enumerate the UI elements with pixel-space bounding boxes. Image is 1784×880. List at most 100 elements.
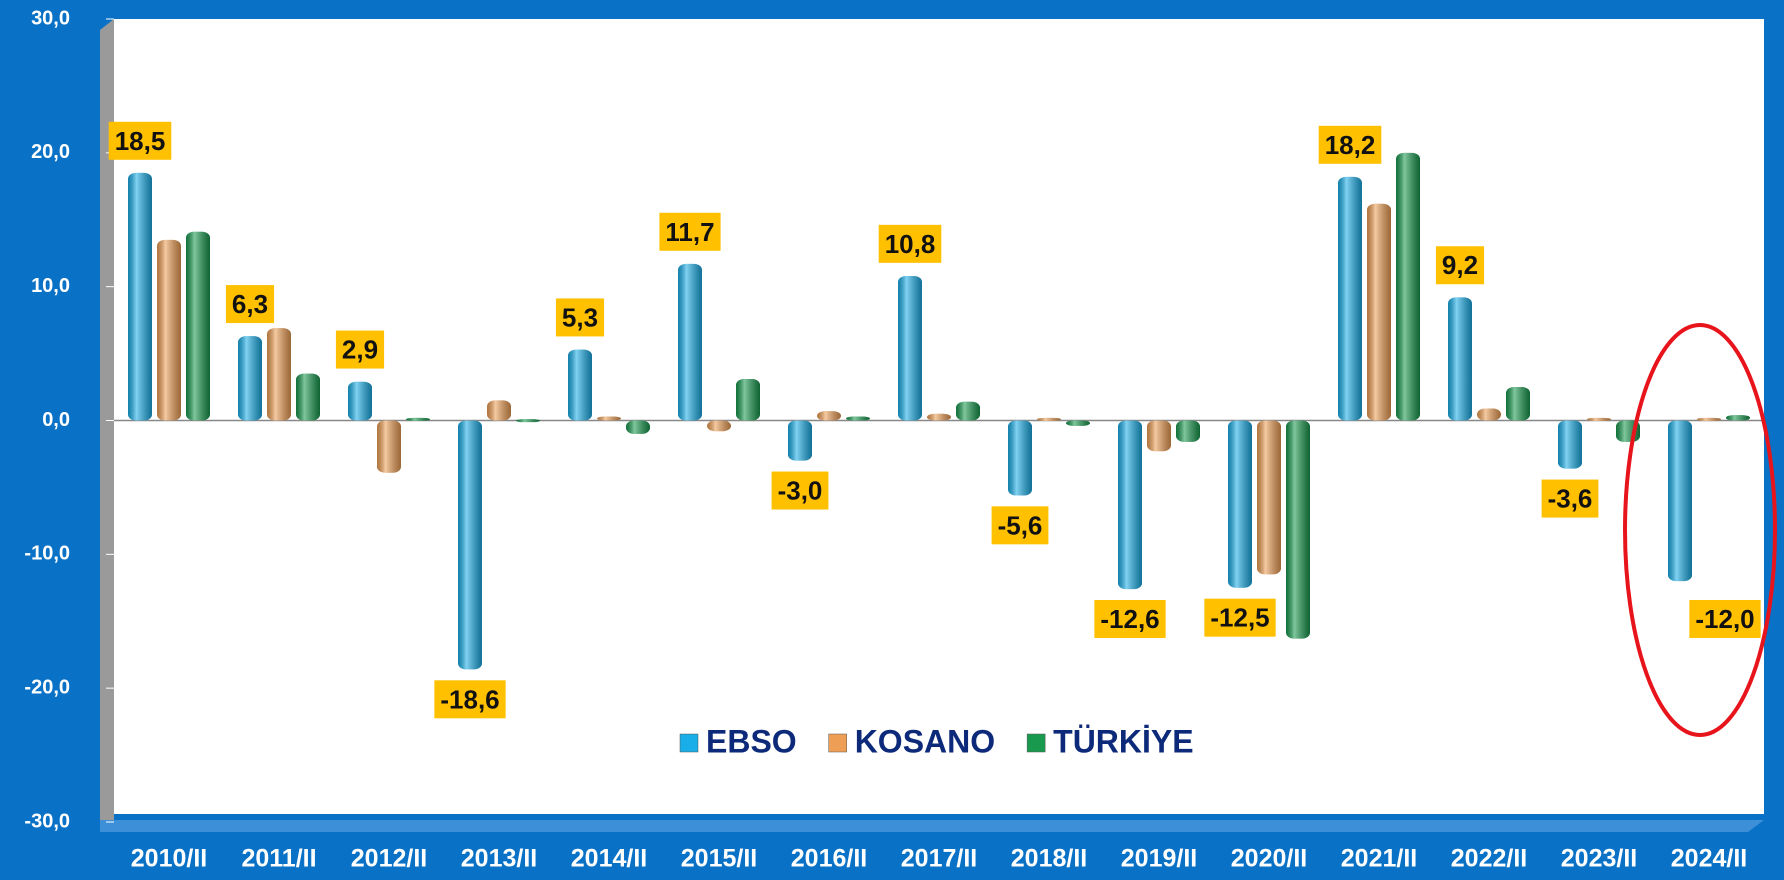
x-tick-label: 2021/II [1341,845,1417,873]
data-label: -12,5 [1210,603,1269,633]
x-tick-label: 2018/II [1011,845,1087,873]
data-label: -5,6 [998,510,1043,540]
bar-shine [1147,420,1171,452]
bar-shine [846,416,870,421]
bar-shine [956,401,980,421]
y-tick-label: 0,0 [42,409,70,431]
bar-shine [626,420,650,434]
label-box [1689,599,1761,638]
data-label: 10,8 [885,229,936,259]
bar-shine [186,231,210,421]
y-tick-label: 30,0 [31,7,70,29]
x-tick-label: 2024/II [1671,845,1747,873]
bar-shine [1448,297,1472,421]
bar-shine [1396,152,1420,421]
data-label: -3,0 [778,476,823,506]
label-box [1435,246,1485,285]
legend-label: KOSANO [855,723,995,759]
bar-shine [157,239,181,421]
bar-shine [1726,415,1750,421]
bar-shine [1477,408,1501,421]
data-label: -18,6 [440,684,499,714]
bar-shine [1367,203,1391,421]
floor [100,820,1764,832]
bar-shine [707,420,731,432]
bar-shine [788,420,812,461]
y-tick-label: -20,0 [24,676,70,698]
bar-shine [1338,176,1362,421]
legend-label: EBSO [706,723,797,759]
bar-shine [1558,420,1582,469]
x-tick-label: 2017/II [901,845,977,873]
x-tick-label: 2020/II [1231,845,1307,873]
bar-shine [377,420,401,473]
label-box [335,330,385,369]
label-box [108,121,172,160]
side-wall [100,19,114,832]
data-label: 18,2 [1325,130,1376,160]
bar-shine [1008,420,1032,496]
bar-shine [487,400,511,421]
y-tick-label: -30,0 [24,810,70,832]
bar-shine [568,349,592,421]
data-label: 5,3 [562,302,598,332]
bar-shine [1506,387,1530,421]
bar-shine [1697,417,1721,421]
bar-shine [1176,420,1200,442]
bar-shine [458,420,482,670]
label-box [991,506,1049,545]
x-tick-label: 2019/II [1121,845,1197,873]
data-label: 11,7 [665,217,714,247]
x-tick-label: 2012/II [351,845,427,873]
x-tick-label: 2023/II [1561,845,1637,873]
x-tick-label: 2022/II [1451,845,1527,873]
label-box [1204,598,1276,637]
legend-swatch [828,733,847,753]
y-tick-label: -10,0 [24,543,70,565]
label-box [555,298,605,337]
label-box [771,471,829,510]
x-tick-label: 2010/II [131,845,207,873]
bar-shine [1587,417,1611,421]
label-box [434,680,506,719]
y-tick-label: 20,0 [31,141,70,163]
legend-swatch [1026,733,1046,753]
data-label: 18,5 [115,126,166,156]
bar-shine [128,172,152,421]
bar-shine [516,419,540,423]
x-tick-label: 2013/II [461,845,537,873]
label-box [1541,479,1599,518]
x-tick-label: 2016/II [791,845,867,873]
bar-shine [1066,420,1090,426]
bar-shine [1286,420,1310,639]
bar-shine [267,328,291,421]
label-box [878,224,942,263]
bar-shine [238,336,262,421]
bar-shine [736,379,760,421]
data-label: -12,0 [1695,604,1754,634]
data-label: -12,6 [1100,604,1159,634]
bar-shine [1228,420,1252,588]
bar-shine [1118,420,1142,590]
highlight-ellipse [1623,323,1777,737]
bar-shine [1257,420,1281,575]
label-box [225,285,275,324]
bar-shine [406,417,430,421]
x-tick-label: 2011/II [241,845,316,873]
bar-shine [1037,417,1061,421]
legend-swatch [679,733,699,753]
bar-shine [898,275,922,421]
bar-shine [597,416,621,421]
data-label: 6,3 [232,289,268,319]
data-label: 9,2 [1442,250,1478,280]
legend-label: TÜRKİYE [1053,723,1193,759]
bar-shine [1668,420,1692,582]
bar-shine [927,413,951,421]
data-label: -3,6 [1548,484,1593,514]
marks: -30,0 -20,0 -10,0 0,0 10,0 20,0 30,0 2010/II 201… [24,7,1764,873]
bar-shine [678,263,702,421]
bar-shine [348,381,372,421]
x-tick-label: 2014/II [571,845,647,873]
x-tick-label: 2015/II [681,845,757,873]
